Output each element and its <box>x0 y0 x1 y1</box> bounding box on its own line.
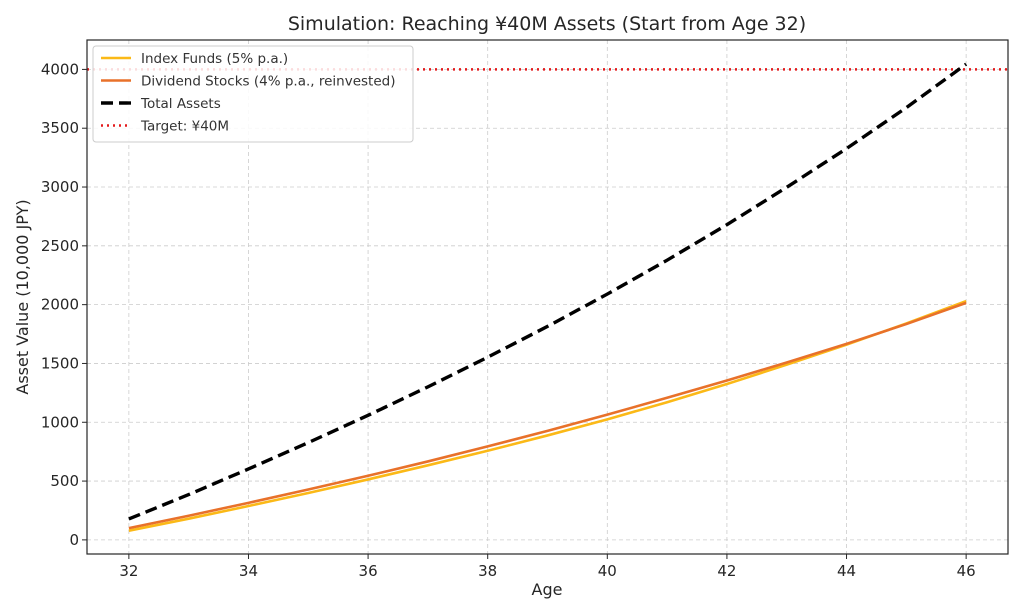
y-axis: 0 500 1000 1500 2000 2500 3000 3500 4000 <box>41 60 87 549</box>
x-tick-label: 40 <box>598 562 617 580</box>
x-tick-label: 34 <box>239 562 258 580</box>
series-line-2 <box>128 62 968 521</box>
legend-box <box>92 45 414 143</box>
plot-area <box>87 62 1008 532</box>
x-axis-title: Age <box>532 580 563 599</box>
plot-frame <box>86 39 1009 555</box>
series-line-1 <box>128 301 967 530</box>
y-tick-label: 1500 <box>41 354 79 372</box>
y-tick-label: 1000 <box>41 413 79 431</box>
y-tick-label: 2500 <box>41 237 79 255</box>
y-tick-label: 3000 <box>41 178 79 196</box>
legend-label: Target: ¥40M <box>140 119 229 135</box>
y-tick-label: 4000 <box>41 60 79 78</box>
legend-label: Index Funds (5% p.a.) <box>141 51 288 67</box>
y-axis-title: Asset Value (10,000 JPY) <box>13 199 32 394</box>
legend-label: Total Assets <box>140 96 221 112</box>
x-tick-label: 42 <box>717 562 736 580</box>
y-tick-label: 3500 <box>41 119 79 137</box>
y-tick-label: 500 <box>50 472 79 490</box>
x-tick-label: 46 <box>957 562 976 580</box>
y-tick-label: 2000 <box>41 296 79 314</box>
legend: Index Funds (5% p.a.) Dividend Stocks (4%… <box>92 45 414 143</box>
legend-label: Dividend Stocks (4% p.a., reinvested) <box>141 74 395 90</box>
x-axis: 32 34 36 38 40 42 44 46 <box>119 554 976 580</box>
x-tick-label: 36 <box>359 562 378 580</box>
x-tick-label: 38 <box>478 562 497 580</box>
series-line-0 <box>128 299 967 532</box>
x-tick-label: 32 <box>119 562 138 580</box>
x-tick-label: 44 <box>837 562 856 580</box>
chart-title: Simulation: Reaching ¥40M Assets (Start … <box>288 13 806 35</box>
y-tick-label: 0 <box>69 531 79 549</box>
